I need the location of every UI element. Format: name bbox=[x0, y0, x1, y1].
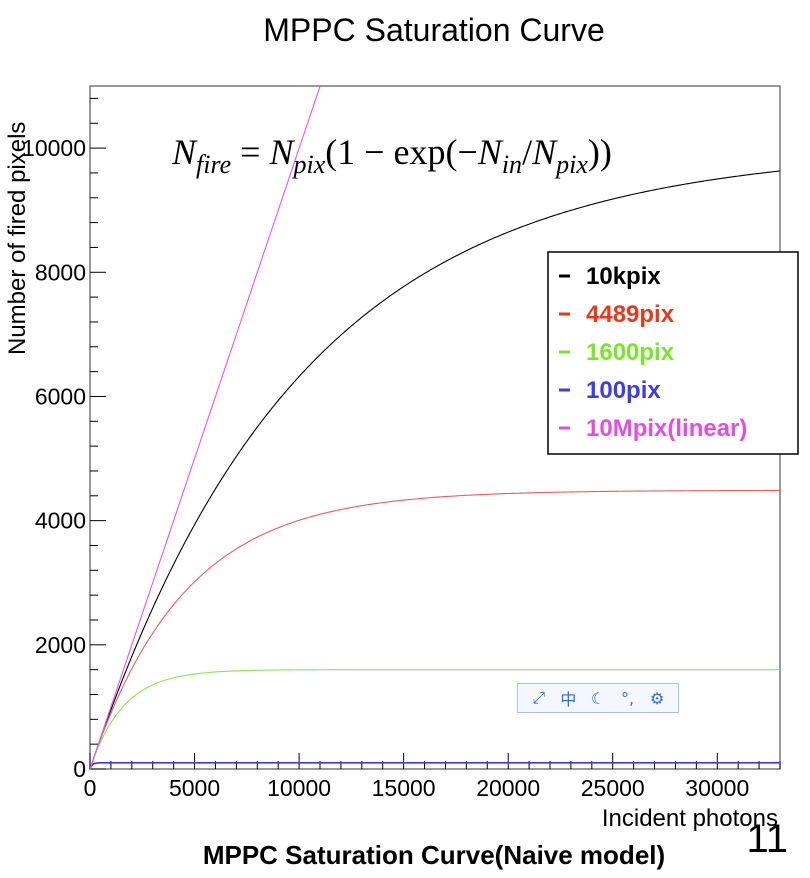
settings-icon[interactable]: ⚙ bbox=[650, 688, 665, 708]
series-line-10mpix-linear- bbox=[90, 86, 321, 769]
x-tick-label: 25000 bbox=[581, 775, 645, 801]
legend: 10kpix 4489pix 1600pix 100pix 10Mpix(linear) bbox=[547, 251, 799, 455]
y-tick-label: 4000 bbox=[35, 508, 86, 534]
legend-entry: 1600pix bbox=[586, 339, 675, 366]
series-line-1600pix bbox=[90, 669, 780, 769]
series-line-100pix bbox=[90, 761, 780, 769]
moon-icon[interactable]: ☾ bbox=[590, 688, 606, 708]
x-tick-label: 5000 bbox=[169, 775, 220, 801]
slide-number: 11 bbox=[746, 817, 788, 861]
ime-toolbar[interactable]: ⤢ 中 ☾ °, ⚙ bbox=[517, 683, 679, 713]
y-tick-label: 2000 bbox=[35, 632, 86, 658]
series-line-4489pix bbox=[90, 489, 780, 769]
series-line-10kpix bbox=[90, 170, 780, 769]
y-tick-label: 0 bbox=[73, 756, 86, 782]
y-tick-label: 6000 bbox=[35, 383, 86, 409]
expand-icon[interactable]: ⤢ bbox=[532, 688, 546, 707]
x-tick-label: 10000 bbox=[267, 775, 331, 801]
x-tick-label: 20000 bbox=[476, 775, 540, 801]
x-tick-label: 0 bbox=[84, 775, 97, 801]
x-axis-label: Incident photons bbox=[602, 805, 778, 832]
legend-box bbox=[547, 251, 799, 455]
chinese-mode-icon[interactable]: 中 bbox=[560, 690, 577, 709]
punctuation-icon[interactable]: °, bbox=[621, 688, 635, 708]
chart-title: MPPC Saturation Curve bbox=[263, 12, 604, 48]
model-formula: Nfire = Npix(1 − exp(−Nin/Npix)) bbox=[171, 132, 612, 179]
legend-entry: 100pix bbox=[586, 377, 661, 404]
y-tick-label: 8000 bbox=[35, 259, 86, 285]
legend-entry: 10Mpix(linear) bbox=[586, 415, 747, 442]
y-tick-label: 10000 bbox=[22, 135, 86, 161]
x-tick-label: 15000 bbox=[372, 775, 436, 801]
tick-labels: 0 5000 10000 15000 20000 25000 30000 0 2000 4000 6… bbox=[22, 135, 749, 801]
y-axis-label: Number of fired pixels bbox=[4, 122, 31, 355]
figure-caption: MPPC Saturation Curve(Naive model) bbox=[203, 840, 665, 870]
legend-entry: 4489pix bbox=[586, 301, 675, 328]
legend-entry: 10kpix bbox=[586, 263, 661, 290]
series-lines bbox=[90, 86, 780, 769]
x-tick-label: 30000 bbox=[685, 775, 749, 801]
